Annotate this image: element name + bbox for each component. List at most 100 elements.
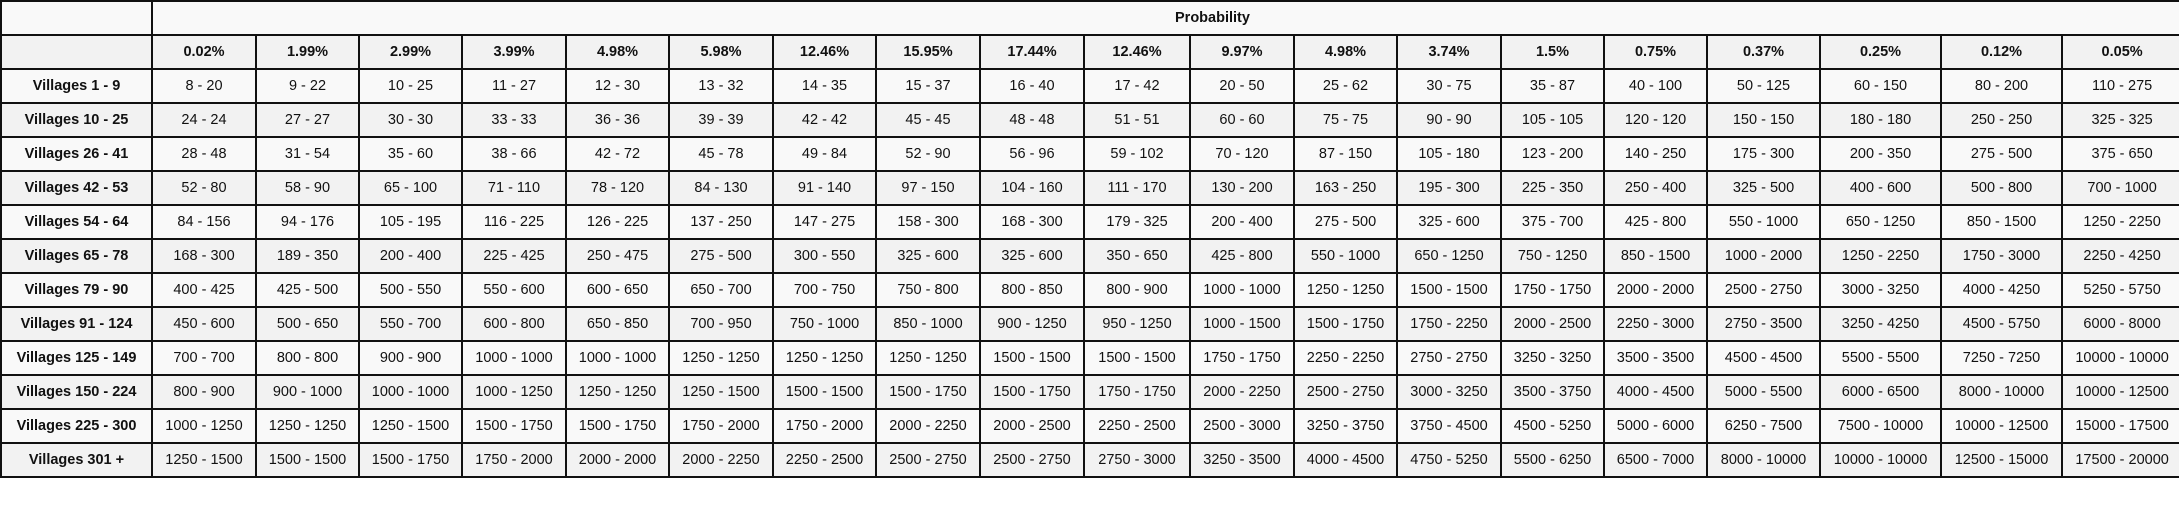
table-row: Villages 125 - 149 700 - 700 800 - 800 900 … xyxy=(0,340,2179,376)
range-cell: 16 - 40 xyxy=(979,68,1085,104)
probability-header: 5.98% xyxy=(668,34,774,70)
range-cell: 25 - 62 xyxy=(1293,68,1398,104)
range-cell: 275 - 500 xyxy=(1940,136,2063,172)
range-cell: 120 - 120 xyxy=(1603,102,1708,138)
range-cell: 110 - 275 xyxy=(2060,68,2179,104)
range-cell: 30 - 75 xyxy=(1396,68,1502,104)
range-cell: 3250 - 3750 xyxy=(1293,408,1398,444)
range-cell: 2000 - 2250 xyxy=(668,442,774,478)
range-cell: 700 - 700 xyxy=(151,340,257,376)
group-header-row: Probability xyxy=(0,0,2179,36)
range-cell: 3000 - 3250 xyxy=(1396,374,1502,410)
range-cell: 1250 - 1500 xyxy=(668,374,774,410)
range-cell: 700 - 950 xyxy=(668,306,774,342)
village-range-label: Villages 301 + xyxy=(0,442,153,478)
range-cell: 2250 - 2250 xyxy=(1293,340,1398,376)
range-cell: 1750 - 2000 xyxy=(461,442,567,478)
range-cell: 1500 - 1500 xyxy=(979,340,1085,376)
range-cell: 750 - 800 xyxy=(875,272,981,308)
range-cell: 550 - 700 xyxy=(358,306,463,342)
range-cell: 87 - 150 xyxy=(1293,136,1398,172)
range-cell: 750 - 1000 xyxy=(772,306,877,342)
table-row: Villages 54 - 64 84 - 156 94 - 176 105 - 19… xyxy=(0,204,2179,240)
range-cell: 90 - 90 xyxy=(1396,102,1502,138)
range-cell: 42 - 42 xyxy=(772,102,877,138)
range-cell: 4000 - 4250 xyxy=(1940,272,2063,308)
range-cell: 20 - 50 xyxy=(1189,68,1295,104)
range-cell: 900 - 900 xyxy=(358,340,463,376)
range-cell: 116 - 225 xyxy=(461,204,567,240)
range-cell: 2000 - 2500 xyxy=(1500,306,1605,342)
range-cell: 50 - 125 xyxy=(1706,68,1821,104)
range-cell: 650 - 850 xyxy=(565,306,670,342)
range-cell: 1250 - 1250 xyxy=(565,374,670,410)
range-cell: 80 - 200 xyxy=(1940,68,2063,104)
range-cell: 375 - 700 xyxy=(1500,204,1605,240)
range-cell: 28 - 48 xyxy=(151,136,257,172)
range-cell: 52 - 90 xyxy=(875,136,981,172)
range-cell: 84 - 130 xyxy=(668,170,774,206)
range-cell: 1000 - 1250 xyxy=(151,408,257,444)
range-cell: 2250 - 4250 xyxy=(2060,238,2179,274)
range-cell: 45 - 45 xyxy=(875,102,981,138)
range-cell: 1750 - 1750 xyxy=(1500,272,1605,308)
range-cell: 8000 - 10000 xyxy=(1940,374,2063,410)
range-cell: 400 - 425 xyxy=(151,272,257,308)
range-cell: 1750 - 1750 xyxy=(1083,374,1191,410)
range-cell: 1500 - 1500 xyxy=(1083,340,1191,376)
range-cell: 1500 - 1500 xyxy=(1396,272,1502,308)
village-range-label: Villages 1 - 9 xyxy=(0,68,153,104)
range-cell: 850 - 1500 xyxy=(1603,238,1708,274)
corner-sub-cell xyxy=(0,34,153,70)
range-cell: 38 - 66 xyxy=(461,136,567,172)
range-cell: 1000 - 1000 xyxy=(565,340,670,376)
range-cell: 1250 - 1250 xyxy=(875,340,981,376)
range-cell: 75 - 75 xyxy=(1293,102,1398,138)
range-cell: 400 - 600 xyxy=(1819,170,1942,206)
probability-header: 0.05% xyxy=(2060,34,2179,70)
range-cell: 84 - 156 xyxy=(151,204,257,240)
range-cell: 48 - 48 xyxy=(979,102,1085,138)
range-cell: 500 - 800 xyxy=(1940,170,2063,206)
range-cell: 15000 - 17500 xyxy=(2060,408,2179,444)
range-cell: 150 - 150 xyxy=(1706,102,1821,138)
range-cell: 700 - 1000 xyxy=(2060,170,2179,206)
range-cell: 59 - 102 xyxy=(1083,136,1191,172)
range-cell: 4750 - 5250 xyxy=(1396,442,1502,478)
range-cell: 2750 - 2750 xyxy=(1396,340,1502,376)
range-cell: 180 - 180 xyxy=(1819,102,1942,138)
range-cell: 5250 - 5750 xyxy=(2060,272,2179,308)
range-cell: 425 - 500 xyxy=(255,272,360,308)
range-cell: 250 - 250 xyxy=(1940,102,2063,138)
range-cell: 10000 - 10000 xyxy=(1819,442,1942,478)
range-cell: 35 - 60 xyxy=(358,136,463,172)
range-cell: 650 - 1250 xyxy=(1819,204,1942,240)
probability-header: 15.95% xyxy=(875,34,981,70)
range-cell: 3500 - 3500 xyxy=(1603,340,1708,376)
range-cell: 94 - 176 xyxy=(255,204,360,240)
probability-header: 1.5% xyxy=(1500,34,1605,70)
range-cell: 900 - 1000 xyxy=(255,374,360,410)
probability-header: 0.02% xyxy=(151,34,257,70)
range-cell: 2250 - 3000 xyxy=(1603,306,1708,342)
range-cell: 425 - 800 xyxy=(1603,204,1708,240)
probability-header: 12.46% xyxy=(1083,34,1191,70)
range-cell: 1250 - 1250 xyxy=(255,408,360,444)
range-cell: 60 - 150 xyxy=(1819,68,1942,104)
range-cell: 1500 - 1750 xyxy=(565,408,670,444)
range-cell: 900 - 1250 xyxy=(979,306,1085,342)
range-cell: 71 - 110 xyxy=(461,170,567,206)
range-cell: 130 - 200 xyxy=(1189,170,1295,206)
range-cell: 350 - 650 xyxy=(1083,238,1191,274)
range-cell: 65 - 100 xyxy=(358,170,463,206)
range-cell: 9 - 22 xyxy=(255,68,360,104)
range-cell: 15 - 37 xyxy=(875,68,981,104)
table-row: Villages 65 - 78 168 - 300 189 - 350 200 - … xyxy=(0,238,2179,274)
range-cell: 2500 - 2750 xyxy=(875,442,981,478)
range-cell: 1250 - 1500 xyxy=(151,442,257,478)
range-cell: 1000 - 1000 xyxy=(358,374,463,410)
range-cell: 6500 - 7000 xyxy=(1603,442,1708,478)
range-cell: 27 - 27 xyxy=(255,102,360,138)
range-cell: 1750 - 2250 xyxy=(1396,306,1502,342)
range-cell: 3250 - 4250 xyxy=(1819,306,1942,342)
